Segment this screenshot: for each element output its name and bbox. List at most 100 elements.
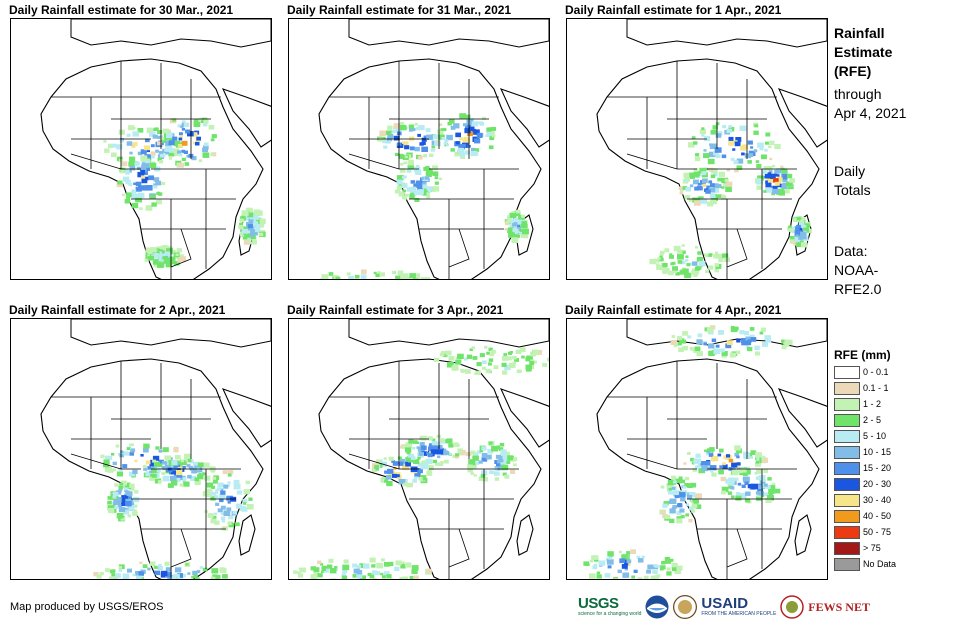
rainfall-cell [713,253,720,259]
rainfall-cell [657,257,661,260]
rainfall-cell [694,186,700,191]
rainfall-cell [410,180,415,184]
rainfall-cell [763,166,769,171]
rainfall-cell [144,154,152,160]
rainfall-cell [143,159,150,164]
rainfall-cell [782,185,786,189]
rainfall-cell [203,119,209,124]
rainfall-cell [790,239,795,243]
rainfall-cell [769,157,773,161]
rainfall-cell [691,136,696,140]
rainfall-cell [741,152,745,156]
rainfall-cell [708,180,713,184]
rainfall-cell [726,128,732,133]
rainfall-cell [177,124,182,128]
rainfall-cell [710,469,714,473]
rainfall-cell [191,575,195,579]
rainfall-cell [148,255,154,261]
madagascar-outline [516,514,534,556]
rainfall-cell [765,141,769,145]
rainfall-cell [688,492,696,498]
rainfall-cell [235,503,243,509]
rainfall-cell [197,462,204,467]
rainfall-cell [730,477,736,482]
rainfall-cell [515,234,521,238]
rainfall-cell [243,502,247,505]
panel-title: Daily Rainfall estimate for 2 Apr., 2021 [9,303,226,317]
rainfall-cell [472,465,477,469]
rainfall-cell [625,562,631,567]
rainfall-cell [123,507,128,512]
rainfall-cell [383,571,390,576]
rainfall-cell [624,559,629,564]
rainfall-cell [346,272,351,276]
rainfall-cell [749,334,755,339]
rainfall-cell [168,136,174,141]
rainfall-cell [151,469,157,473]
rainfall-cell [116,471,123,477]
rainfall-cell [426,192,430,196]
rainfall-cell [299,567,306,573]
rainfall-cell [697,182,701,186]
rainfall-cell [715,344,720,348]
rainfall-cell [592,565,598,570]
rainfall-cell [535,349,543,355]
rainfall-cell [379,130,387,136]
rainfall-cell [668,490,673,495]
rainfall-cell [220,516,226,521]
rainfall-cell [442,128,447,132]
rainfall-cell [756,185,762,190]
rainfall-cell [513,463,517,467]
rainfall-cell [461,143,466,148]
rainfall-cell [491,349,496,354]
rainfall-map-panel: Daily Rainfall estimate for 31 Mar., 202… [287,2,550,280]
rainfall-cell [166,248,173,254]
rainfall-cell [675,272,680,276]
rainfall-cell [436,139,440,143]
rainfall-cell [521,232,528,238]
rainfall-cell [598,560,606,566]
legend-item: 20 - 30 [834,476,959,492]
rainfall-cell [788,225,793,228]
rainfall-cell [753,130,759,135]
rainfall-cell [513,216,517,220]
rainfall-cell [215,502,220,506]
rainfall-cell [212,574,218,579]
rainfall-map [566,18,828,280]
country-border [348,453,419,470]
rainfall-cell [425,165,430,170]
rainfall-cell [179,256,186,262]
rainfall-cell [755,460,760,464]
rainfall-cell [405,461,411,467]
rainfall-cell [669,558,674,562]
rainfall-cell [756,493,761,498]
rainfall-cell [210,153,214,156]
rainfall-cell [772,188,779,194]
rainfall-cell [781,168,788,174]
rainfall-cell [682,345,688,351]
rainfall-cell [769,484,776,490]
rainfall-cell [472,455,479,461]
rainfall-cell [696,339,703,345]
rainfall-cell [592,555,599,560]
rainfall-cell [617,569,622,573]
rainfall-cell [131,203,139,209]
rainfall-cell [510,469,516,474]
rainfall-cell [736,462,741,466]
rainfall-cell [637,558,644,563]
rainfall-cell [154,127,159,131]
rainfall-cell [177,259,182,263]
rainfall-cell [673,245,681,252]
legend-item: No Data [834,556,959,572]
rainfall-cell [421,451,428,456]
africa-map-svg [40,19,271,279]
rainfall-cell [688,142,695,148]
rainfall-cell [153,183,158,187]
rainfall-cell [103,459,110,465]
rainfall-cell [405,193,409,197]
rainfall-cell [387,468,394,474]
rainfall-cell [126,141,133,146]
rainfall-cell [465,114,471,119]
rainfall-cell [192,570,198,576]
rainfall-cell [219,493,226,499]
